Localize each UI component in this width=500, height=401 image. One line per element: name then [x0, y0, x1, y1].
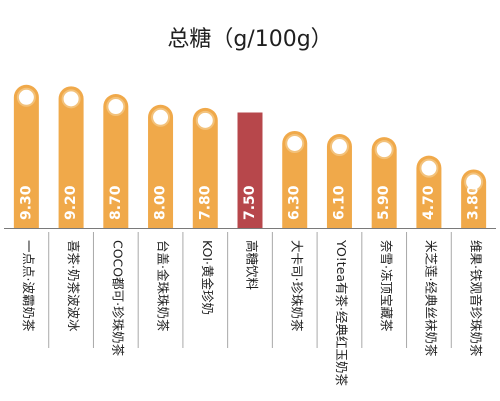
pearl-marker: [374, 140, 394, 160]
pearl-marker: [106, 97, 126, 117]
data-label: 9.20: [63, 185, 79, 220]
bar: [237, 112, 263, 228]
bar: [58, 86, 84, 228]
bar: [371, 137, 397, 228]
category-label: 台盖·金珠珠奶茶: [155, 240, 170, 332]
data-label: 5.90: [376, 185, 392, 220]
pearl-marker: [419, 158, 439, 178]
pearl-marker: [329, 137, 349, 157]
bar: [282, 130, 308, 228]
data-label: 6.10: [331, 185, 347, 220]
category-labels-layer: 一点点·波霸奶茶 喜茶·奶茶波波冰 COCO都可·珍珠奶茶 台盖·金珠珠奶茶 KOI·黄…: [21, 239, 483, 387]
axis-layer: [4, 228, 496, 348]
bar: [103, 94, 129, 229]
data-label: 7.80: [197, 185, 213, 220]
pearl-marker: [285, 133, 305, 153]
data-label: 9.30: [18, 185, 34, 220]
chart-title: 总糖（g/100g）: [167, 27, 332, 52]
data-label: 8.00: [153, 185, 169, 220]
bar: [148, 104, 174, 228]
category-label: YO!tea有茶·经典红玉奶茶: [334, 239, 349, 387]
category-label: 维果·铁观音珍珠奶茶: [468, 240, 483, 357]
category-label: KOI·黄金珍奶: [200, 240, 215, 315]
pearl-marker: [16, 87, 36, 107]
category-label: 一点点·波霸奶茶: [21, 240, 36, 332]
data-label: 6.30: [287, 185, 303, 220]
bar-group: 6.10: [326, 134, 352, 228]
bar-group: 9.30: [13, 84, 39, 228]
bars-layer: 9.30 9.20 8.70 8.00 7.80 7.50 6.30 6.10 5.90 4.70…: [13, 84, 487, 229]
pearl-marker: [195, 110, 215, 130]
bar-group: 7.50: [237, 112, 263, 228]
pearl-marker: [61, 89, 81, 109]
data-label: 3.80: [466, 185, 482, 220]
bar-group: 3.80: [461, 169, 487, 228]
data-label: 7.50: [242, 185, 258, 220]
bar: [326, 134, 352, 228]
category-label: 高糖饮料: [245, 240, 260, 291]
bar-group: 8.00: [148, 104, 174, 228]
data-label: 8.70: [108, 185, 124, 220]
bar-group: 4.70: [416, 155, 442, 228]
bar-group: 5.90: [371, 137, 397, 228]
bar: [13, 84, 39, 228]
category-label: 大卡司·珍珠奶茶: [289, 240, 304, 332]
bar-group: 7.80: [192, 107, 218, 228]
bar-group: 8.70: [103, 94, 129, 229]
category-label: 奈雪·冻顶宝藏茶: [379, 240, 394, 332]
pearl-marker: [151, 107, 171, 127]
bar: [192, 107, 218, 228]
pearl-marker: [464, 172, 484, 192]
data-label: 4.70: [421, 185, 437, 220]
category-label: 米芝莲·经典丝袜奶茶: [424, 240, 439, 357]
category-label: 喜茶·奶茶波波冰: [66, 240, 81, 332]
category-label: COCO都可·珍珠奶茶: [111, 240, 126, 357]
bar-group: 9.20: [58, 86, 84, 228]
bar-group: 6.30: [282, 130, 308, 228]
